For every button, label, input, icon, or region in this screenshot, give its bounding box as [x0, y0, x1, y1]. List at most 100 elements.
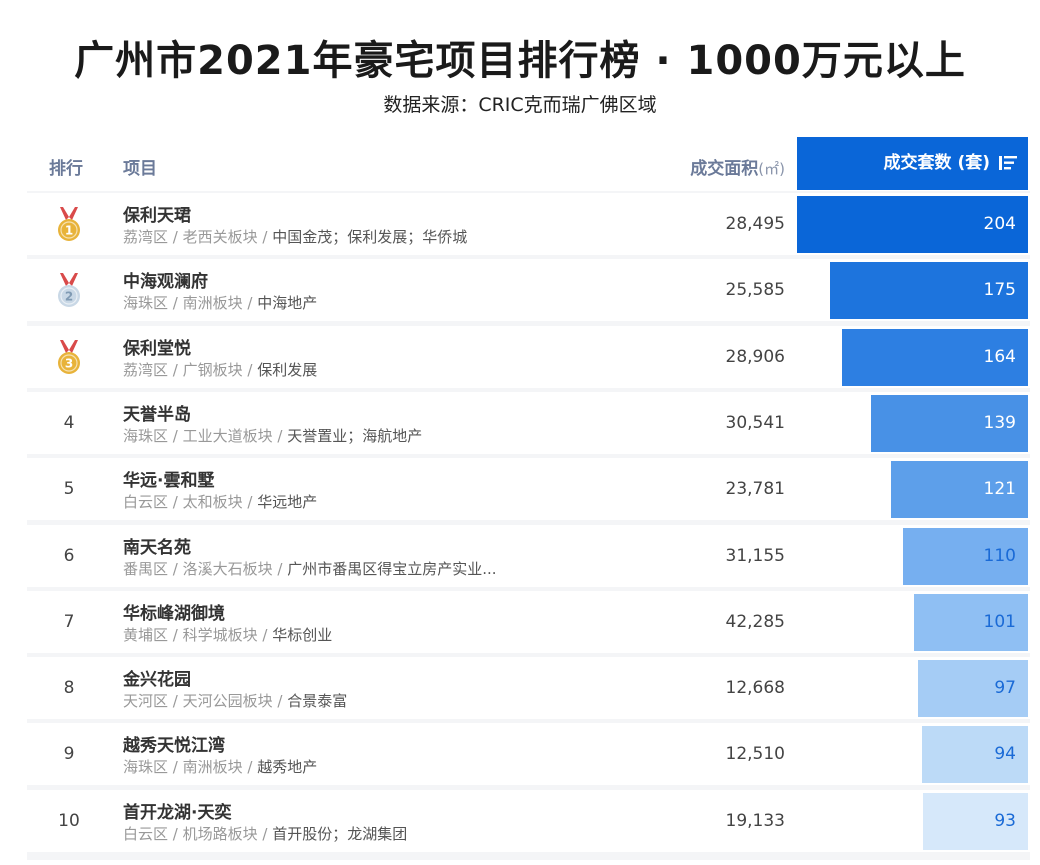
- sales-bar: 97: [918, 660, 1028, 718]
- project-name: 首开龙湖·天奕: [123, 802, 232, 823]
- area-value: 28,906: [725, 346, 785, 367]
- rank-cell: 9: [63, 744, 75, 765]
- table-row[interactable]: 10 首开龙湖·天奕 白云区 / 机场路板块 / 首开股份；龙湖集团 19,133 93: [27, 789, 1030, 852]
- separator: /: [168, 824, 183, 843]
- table-row[interactable]: 6 南天名苑 番禺区 / 洛溪大石板块 / 广州市番禺区得宝立房产实业... 31,1…: [27, 524, 1030, 587]
- block: 南洲板块: [182, 294, 243, 313]
- developer: 天誉置业；海航地产: [287, 426, 423, 445]
- table-row[interactable]: 1 保利天珺 荔湾区 / 老西关板块 / 中国金茂；保利发展；华侨城 28,495 20…: [27, 193, 1030, 255]
- separator: /: [272, 692, 288, 711]
- developer: 广州市番禺区得宝立房产实业...: [287, 559, 497, 578]
- sales-bar: 139: [871, 394, 1028, 452]
- project-info: 海珠区 / 南洲板块 / 中海地产: [123, 292, 317, 313]
- table-row[interactable]: 2 中海观澜府 海珠区 / 南洲板块 / 中海地产 25,585 175: [27, 259, 1030, 322]
- table-row[interactable]: 5 华远·雲和墅 白云区 / 太和板块 / 华远地产 23,781 121: [27, 458, 1030, 521]
- sales-value-label: 93: [994, 810, 1016, 831]
- project-name: 保利堂悦: [123, 338, 191, 359]
- district: 白云区: [123, 824, 169, 843]
- project-info: 海珠区 / 工业大道板块 / 天誉置业；海航地产: [123, 425, 422, 446]
- rank-cell: 10: [58, 810, 80, 831]
- developer: 中海地产: [257, 294, 318, 313]
- area-value: 19,133: [725, 810, 785, 831]
- project-name: 中海观澜府: [123, 272, 208, 293]
- project-name: 华远·雲和墅: [123, 471, 215, 492]
- separator: /: [257, 228, 273, 246]
- data-source-note: 数据来源：CRIC克而瑞广佛区域: [383, 94, 657, 116]
- sales-bar: 175: [830, 262, 1028, 320]
- sales-value-label: 139: [983, 412, 1016, 433]
- sales-value-label: 97: [994, 678, 1016, 699]
- table-row[interactable]: 9 越秀天悦江湾 海珠区 / 南洲板块 / 越秀地产 12,510 94: [27, 723, 1030, 786]
- ranking-table: 排行 项目 成交面积(㎡) 成交套数 (套) 1 保利天珺 荔湾区 / 老西关板块 …: [27, 136, 1030, 860]
- district: 海珠区: [123, 758, 169, 777]
- project-name: 保利天珺: [123, 206, 191, 226]
- developer: 首开股份；龙湖集团: [272, 824, 408, 843]
- block: 洛溪大石板块: [182, 559, 273, 578]
- separator: /: [168, 294, 183, 313]
- separator: /: [272, 426, 288, 445]
- district: 荔湾区: [123, 228, 169, 246]
- sales-value-label: 164: [983, 346, 1016, 367]
- block: 老西关板块: [182, 228, 258, 246]
- project-name: 华标峰湖御境: [123, 603, 225, 624]
- project-info: 白云区 / 太和板块 / 华远地产: [123, 491, 317, 512]
- block: 天河公园板块: [182, 692, 273, 711]
- rank-cell: 3: [27, 326, 111, 388]
- developer: 合景泰富: [287, 692, 348, 711]
- header-sales-sorted[interactable]: 成交套数 (套): [797, 137, 1028, 190]
- district: 荔湾区: [123, 360, 169, 379]
- district: 海珠区: [123, 294, 169, 313]
- area-value: 25,585: [725, 280, 785, 301]
- rank-cell: 2: [27, 259, 111, 321]
- developer: 华远地产: [257, 493, 318, 512]
- sales-bar: 110: [903, 527, 1028, 585]
- separator: /: [168, 493, 183, 512]
- separator: /: [168, 758, 183, 777]
- sales-bar: 101: [914, 593, 1028, 651]
- area-value: 12,668: [725, 678, 785, 699]
- district: 海珠区: [123, 426, 169, 445]
- project-info: 荔湾区 / 老西关板块 / 中国金茂；保利发展；华侨城: [123, 226, 467, 247]
- separator: /: [242, 758, 258, 777]
- project-info: 番禺区 / 洛溪大石板块 / 广州市番禺区得宝立房产实业...: [123, 558, 497, 579]
- sales-value-label: 101: [983, 611, 1016, 632]
- sales-bar: 121: [891, 461, 1028, 519]
- sort-descending-icon: [999, 156, 1017, 170]
- block: 科学城板块: [182, 625, 258, 644]
- district: 黄埔区: [123, 625, 169, 644]
- separator: /: [242, 294, 258, 313]
- district: 天河区: [123, 692, 169, 711]
- table-header: 排行 项目 成交面积(㎡) 成交套数 (套): [27, 136, 1030, 191]
- sales-bar: 93: [923, 792, 1028, 850]
- separator: /: [257, 625, 273, 644]
- project-info: 荔湾区 / 广钢板块 / 保利发展: [123, 359, 317, 380]
- separator: /: [242, 493, 258, 512]
- district: 白云区: [123, 493, 169, 512]
- area-value: 23,781: [725, 479, 785, 500]
- area-value: 42,285: [725, 611, 785, 632]
- table-row[interactable]: 7 华标峰湖御境 黄埔区 / 科学城板块 / 华标创业 42,285 101: [27, 590, 1030, 653]
- sales-value-label: 94: [994, 744, 1016, 765]
- table-row[interactable]: 4 天誉半岛 海珠区 / 工业大道板块 / 天誉置业；海航地产 30,541 139: [27, 391, 1030, 454]
- header-area-unit: (㎡): [758, 160, 785, 178]
- rank-cell: 7: [63, 611, 75, 632]
- developer: 华标创业: [272, 625, 333, 644]
- separator: /: [168, 692, 183, 711]
- header-sales-label: 成交套数 (套): [883, 153, 990, 173]
- separator: /: [257, 824, 273, 843]
- svg-text:2: 2: [65, 290, 73, 304]
- block: 南洲板块: [182, 758, 243, 777]
- project-name: 南天名苑: [123, 537, 191, 558]
- area-value: 28,495: [725, 214, 785, 234]
- table-row[interactable]: 3 保利堂悦 荔湾区 / 广钢板块 / 保利发展 28,906 164: [27, 325, 1030, 388]
- svg-text:1: 1: [65, 224, 73, 238]
- table-row[interactable]: 8 金兴花园 天河区 / 天河公园板块 / 合景泰富 12,668 97: [27, 657, 1030, 720]
- header-rank: 排行: [49, 159, 83, 179]
- sales-value-label: 204: [983, 214, 1016, 234]
- area-value: 31,155: [725, 545, 785, 566]
- header-area[interactable]: 成交面积(㎡): [690, 154, 785, 179]
- separator: /: [168, 559, 183, 578]
- area-value: 30,541: [725, 412, 785, 433]
- separator: /: [242, 360, 258, 379]
- rank-cell: 8: [63, 678, 75, 699]
